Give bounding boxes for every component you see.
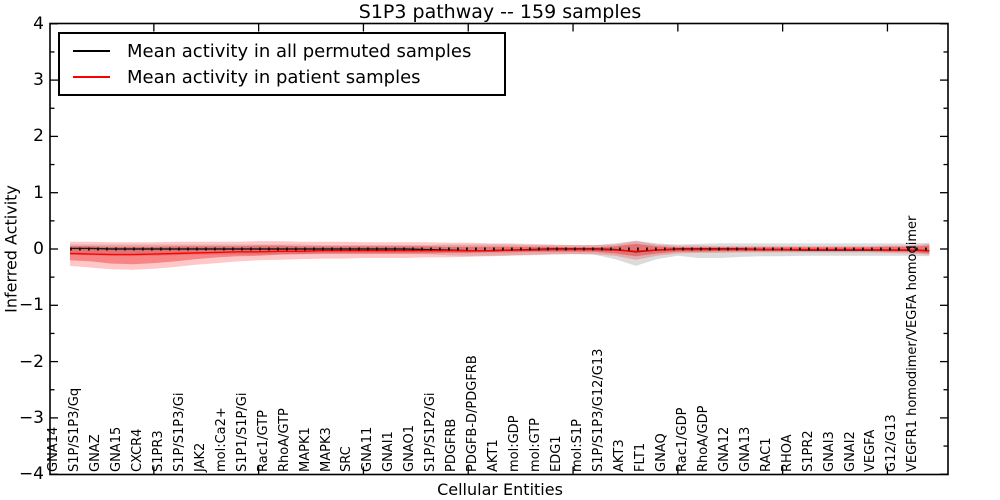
- x-tick-label: S1PR3: [150, 430, 166, 472]
- x-tick-label: RHOA: [779, 434, 795, 472]
- x-tick-label: GNA15: [108, 426, 124, 472]
- x-tick-label: Rac1/GDP: [674, 407, 690, 472]
- y-tick-label: −4: [18, 464, 44, 485]
- x-tick-label: VEGFR1 homodimer/VEGFA homodimer: [905, 215, 921, 472]
- x-tick-label: mol:Ca2+: [213, 407, 229, 472]
- x-tick-label: PDGFB-D/PDGFRB: [465, 355, 481, 472]
- patient-line-swatch: [73, 76, 110, 78]
- x-tick-label: GNA11: [360, 426, 376, 472]
- x-tick-label: CXCR4: [129, 428, 145, 472]
- x-tick-label: AKT1: [486, 439, 502, 472]
- x-tick-label: GNA12: [716, 426, 732, 472]
- x-tick-label: S1P1/S1P/Gi: [234, 392, 250, 472]
- x-tick-label: RhoA/GDP: [695, 405, 711, 472]
- x-tick-label: GNAI1: [381, 431, 397, 472]
- x-tick-label: S1P/S1P3/G12/G13: [591, 348, 606, 472]
- x-tick-label: MAPK1: [297, 427, 313, 472]
- x-tick-label: mol:GTP: [528, 418, 544, 472]
- x-tick-label: AKT3: [611, 439, 627, 472]
- x-tick-label: G12/G13: [884, 414, 900, 472]
- permuted-line-swatch: [73, 50, 110, 52]
- x-tick-label: S1P/S1P3/Gq: [67, 387, 82, 472]
- y-tick-label: 2: [33, 126, 44, 147]
- x-tick-label: VEGFA: [863, 429, 879, 472]
- x-tick-label: RhoA/GTP: [276, 408, 292, 472]
- x-tick-label: S1P/S1P2/Gi: [423, 392, 439, 472]
- x-tick-label: EDG1: [549, 435, 564, 472]
- legend-entry-permuted: Mean activity in all permuted samples: [60, 41, 504, 62]
- x-tick-label: PDGFRB: [444, 418, 460, 472]
- x-tick-label: MAPK3: [318, 427, 334, 472]
- chart-title: S1P3 pathway -- 159 samples: [358, 1, 642, 23]
- x-tick-label: mol:GDP: [507, 415, 523, 472]
- x-tick-label: JAK2: [192, 442, 208, 472]
- patient-outer-band: [70, 241, 930, 270]
- x-tick-label: Rac1/GTP: [255, 410, 271, 472]
- x-tick-label: FLT1: [632, 442, 648, 472]
- x-tick-label: GNAQ: [653, 433, 669, 472]
- x-tick-label: S1P/S1P3/Gi: [171, 392, 187, 472]
- x-tick-label: S1PR2: [800, 430, 816, 472]
- legend-label-patient: Mean activity in patient samples: [127, 66, 421, 88]
- y-tick-label: 0: [33, 239, 44, 259]
- x-tick-label: GNAI3: [821, 431, 837, 472]
- legend-label-permuted: Mean activity in all permuted samples: [127, 40, 472, 62]
- x-tick-label: SRC: [339, 446, 355, 472]
- permuted-std-band: [70, 240, 930, 266]
- x-tick-label: GNA13: [737, 426, 753, 472]
- x-tick-label: GNAO1: [402, 425, 418, 472]
- x-tick-label: mol:S1P: [570, 419, 585, 472]
- y-tick-label: 1: [33, 182, 44, 203]
- x-tick-label: GNAI2: [842, 431, 858, 472]
- y-tick-label: −1: [18, 295, 44, 316]
- legend-box: Mean activity in all permuted samples Me…: [58, 32, 506, 96]
- patient-mean-line: [69, 248, 930, 256]
- y-tick-label: −3: [18, 407, 44, 428]
- y-tick-label: 3: [33, 70, 44, 91]
- x-tick-label: GNA14: [46, 426, 61, 472]
- x-tick-label: RAC1: [758, 437, 774, 472]
- x-axis-label: Cellular Entities: [437, 480, 563, 499]
- legend-entry-patient: Mean activity in patient samples: [60, 67, 504, 88]
- x-tick-label: GNAZ: [87, 434, 103, 472]
- y-tick-label: 4: [33, 13, 44, 34]
- y-tick-label: −2: [18, 351, 44, 372]
